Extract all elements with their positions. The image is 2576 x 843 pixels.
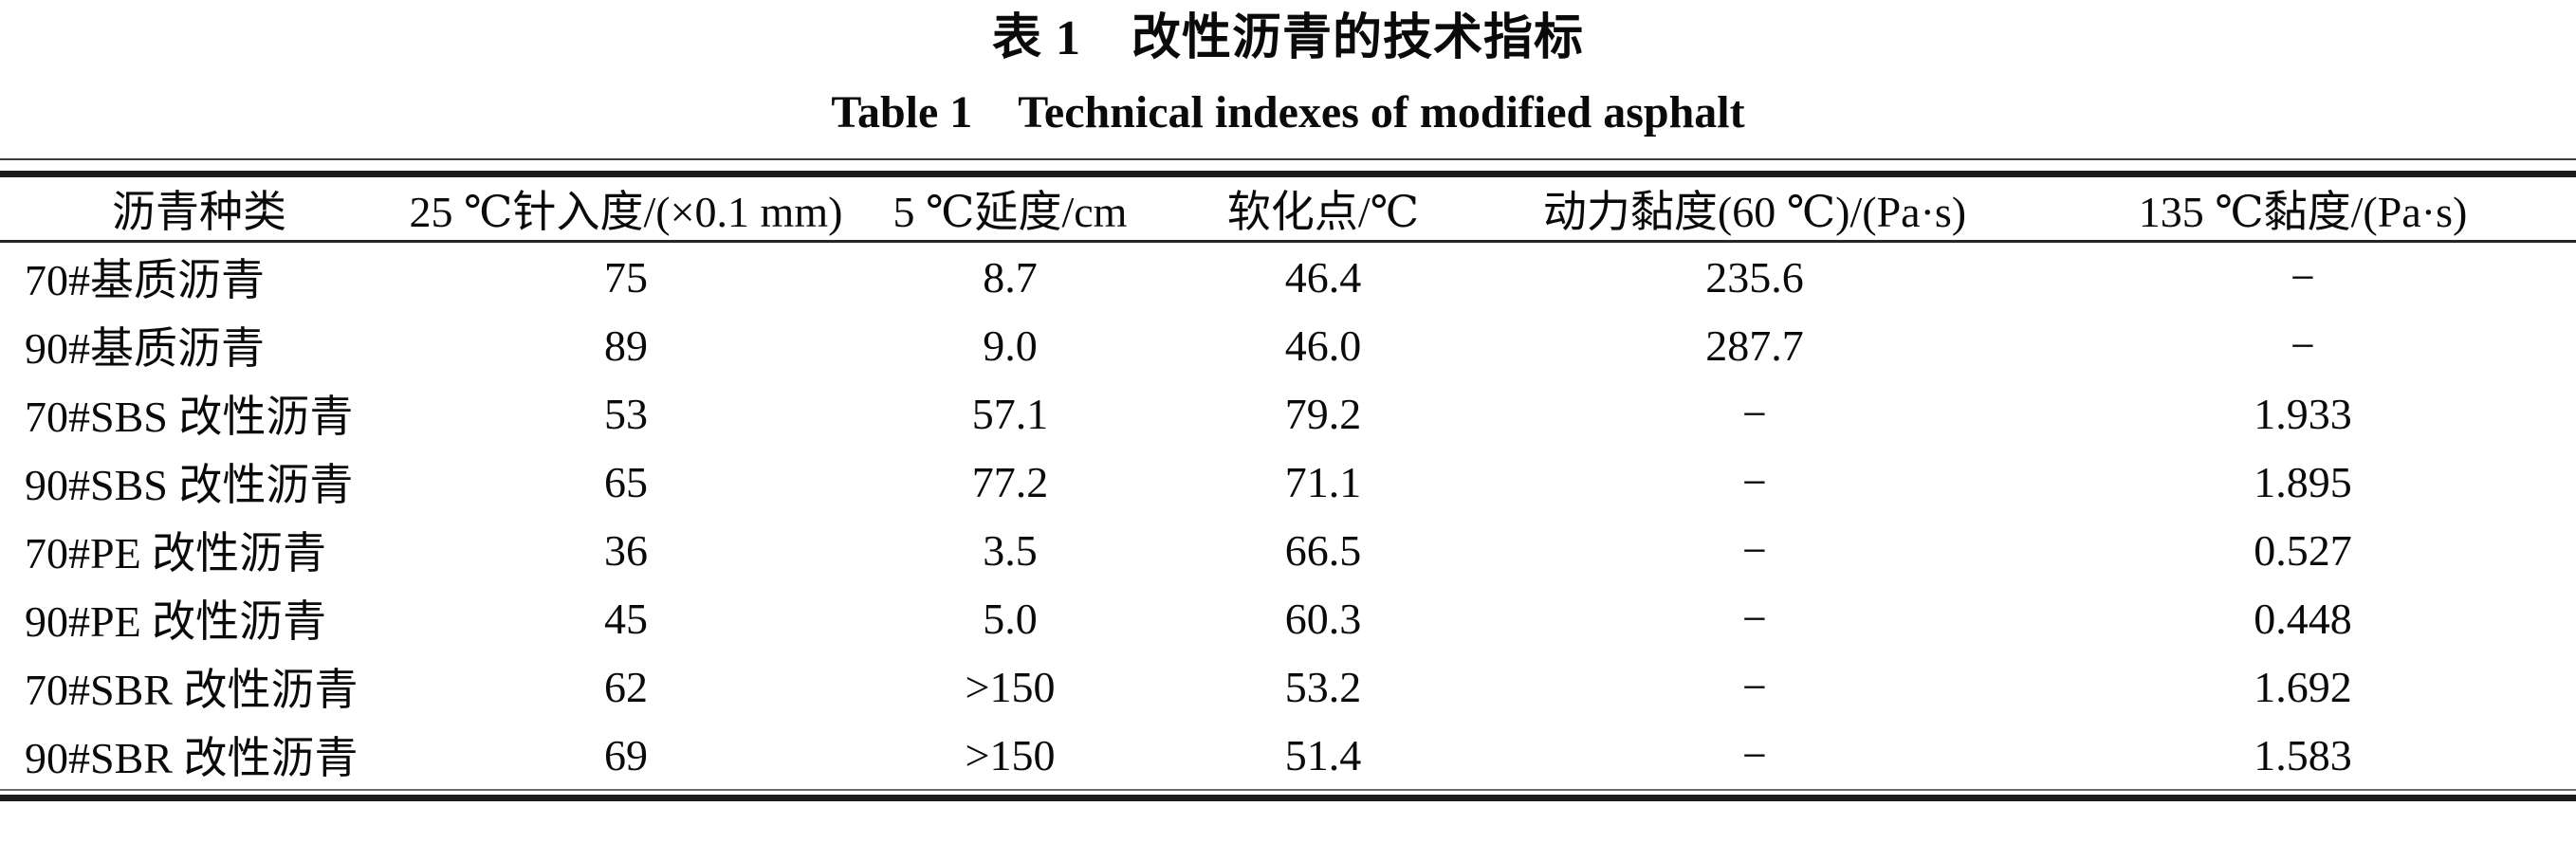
value-cell: 60.3 — [1284, 594, 1362, 643]
header-cell-3: 软化点/℃ — [1167, 177, 1480, 243]
value-cell: 0.448 — [2254, 594, 2352, 643]
value-cell: >150 — [965, 730, 1056, 779]
header-cell-2: 5 ℃延度/cm — [854, 177, 1167, 243]
asphalt-type-cell: 90#SBR 改性沥青 — [25, 734, 359, 782]
asphalt-type-cell: 90#SBS 改性沥青 — [25, 461, 354, 509]
header-cell-5: 135 ℃黏度/(Pa·s) — [2030, 177, 2576, 243]
asphalt-type-cell: 70#基质沥青 — [25, 256, 265, 304]
value-cell: 75 — [604, 252, 648, 302]
table-caption-zh: 表 1 改性沥青的技术指标 — [991, 11, 1584, 65]
asphalt-type-cell: 70#SBR 改性沥青 — [25, 666, 359, 714]
value-cell: − — [1742, 389, 1767, 438]
table-bottom-rule — [0, 789, 2576, 801]
table-row-7: 90#SBR 改性沥青 69 >150 51.4 − 1.583 — [0, 721, 2576, 789]
value-cell: 1.583 — [2254, 730, 2352, 779]
value-cell: 1.933 — [2254, 389, 2352, 438]
value-cell: − — [2291, 252, 2315, 302]
header-cell-0: 沥青种类 — [0, 177, 398, 243]
value-cell: 287.7 — [1705, 321, 1804, 370]
value-cell: 235.6 — [1705, 252, 1804, 302]
value-cell: 51.4 — [1284, 730, 1362, 779]
value-cell: 53.2 — [1284, 662, 1362, 711]
value-cell: 5.0 — [983, 594, 1038, 643]
table-caption-en: Table 1 Technical indexes of modified as… — [831, 87, 1745, 137]
value-cell: 65 — [604, 457, 648, 506]
table-row-3: 90#SBS 改性沥青 65 77.2 71.1 − 1.895 — [0, 448, 2576, 516]
value-cell: − — [2291, 321, 2315, 370]
asphalt-type-cell: 70#PE 改性沥青 — [25, 529, 327, 577]
value-cell: >150 — [965, 662, 1056, 711]
value-cell: 9.0 — [983, 321, 1038, 370]
table-row-4: 70#PE 改性沥青 36 3.5 66.5 − 0.527 — [0, 516, 2576, 584]
value-cell: 66.5 — [1284, 525, 1362, 575]
value-cell: 0.527 — [2254, 525, 2352, 575]
value-cell: 3.5 — [983, 525, 1038, 575]
value-cell: 62 — [604, 662, 648, 711]
table-top-rule — [0, 158, 2576, 177]
value-cell: 71.1 — [1284, 457, 1362, 506]
header-cell-4: 动力黏度(60 ℃)/(Pa·s) — [1480, 177, 2030, 243]
value-cell: − — [1742, 457, 1767, 506]
value-cell: 57.1 — [971, 389, 1049, 438]
value-cell: 46.0 — [1284, 321, 1362, 370]
table-body: 70#基质沥青 75 8.7 46.4 235.6 − 90#基质沥青 89 9.0 46.0 28… — [0, 242, 2576, 790]
asphalt-type-cell: 70#SBS 改性沥青 — [25, 393, 354, 441]
value-cell: − — [1742, 730, 1767, 779]
table-row-6: 70#SBR 改性沥青 62 >150 53.2 − 1.692 — [0, 652, 2576, 721]
asphalt-type-cell: 90#基质沥青 — [25, 324, 265, 373]
value-cell: 89 — [604, 321, 648, 370]
header-cell-1: 25 ℃针入度/(×0.1 mm) — [398, 177, 854, 243]
value-cell: 36 — [604, 525, 648, 575]
table-row-1: 90#基质沥青 89 9.0 46.0 287.7 − — [0, 311, 2576, 379]
asphalt-type-cell: 90#PE 改性沥青 — [25, 597, 327, 646]
value-cell: − — [1742, 525, 1767, 575]
value-cell: 1.895 — [2254, 457, 2352, 506]
table-row-2: 70#SBS 改性沥青 53 57.1 79.2 − 1.933 — [0, 379, 2576, 448]
table-row-0: 70#基质沥青 75 8.7 46.4 235.6 − — [0, 242, 2576, 312]
value-cell: 69 — [604, 730, 648, 779]
value-cell: 8.7 — [983, 252, 1038, 302]
value-cell: 46.4 — [1284, 252, 1362, 302]
technical-indexes-table: 沥青种类 25 ℃针入度/(×0.1 mm) 5 ℃延度/cm 软化点/℃ 动力黏度(6… — [0, 177, 2576, 789]
header-row: 沥青种类 25 ℃针入度/(×0.1 mm) 5 ℃延度/cm 软化点/℃ 动力黏度(6… — [0, 177, 2576, 243]
value-cell: 1.692 — [2254, 662, 2352, 711]
value-cell: − — [1742, 594, 1767, 643]
table-row-5: 90#PE 改性沥青 45 5.0 60.3 − 0.448 — [0, 584, 2576, 652]
value-cell: 45 — [604, 594, 648, 643]
value-cell: 79.2 — [1284, 389, 1362, 438]
value-cell: 53 — [604, 389, 648, 438]
value-cell: − — [1742, 662, 1767, 711]
value-cell: 77.2 — [971, 457, 1049, 506]
